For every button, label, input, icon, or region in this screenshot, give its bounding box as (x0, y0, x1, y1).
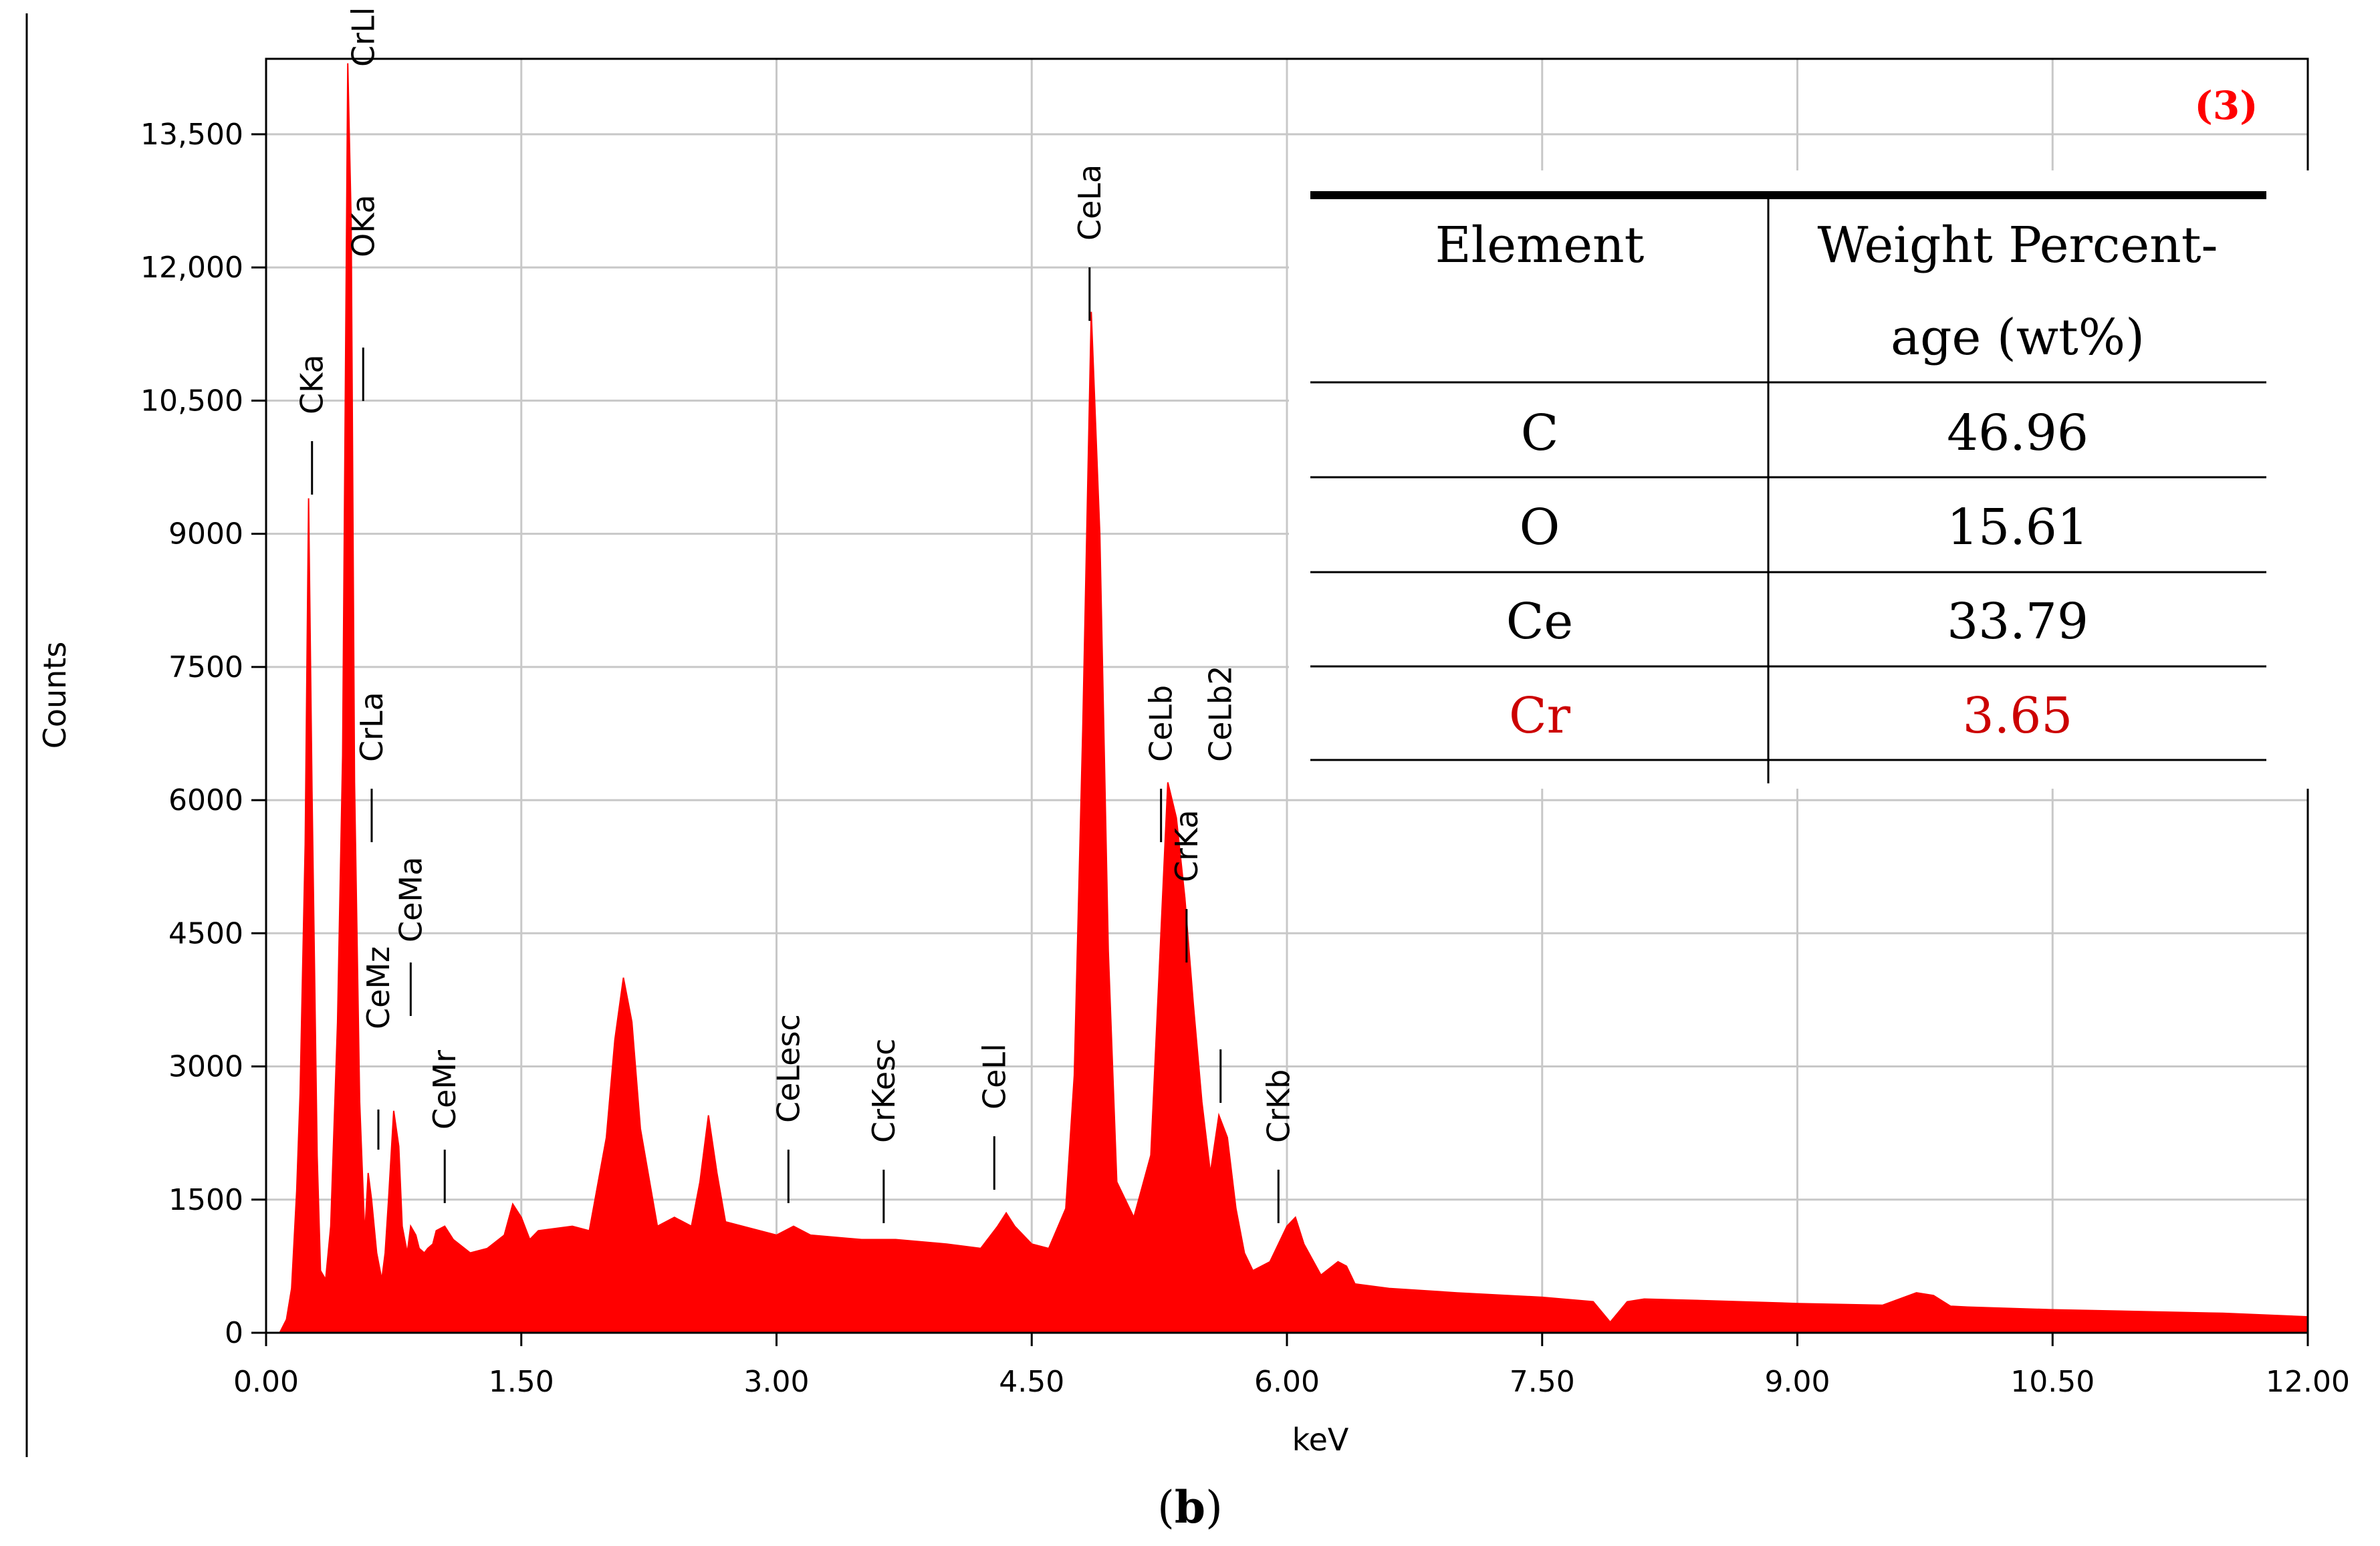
panel-tag: (3) (2194, 83, 2258, 128)
peak-label: CeLl (976, 1043, 1012, 1110)
x-tick-label: 12.00 (2266, 1365, 2350, 1399)
x-tick-label: 9.00 (1765, 1365, 1830, 1399)
row-element-highlight: Cr (1509, 687, 1571, 745)
row-element: Ce (1506, 593, 1573, 650)
x-axis-ticks: 0.00 1.50 3.00 4.50 6.00 7.50 9.00 10.50 12.00 (233, 1333, 2350, 1399)
y-axis-label: Counts (37, 642, 73, 749)
row-weight: 33.79 (1947, 593, 2089, 650)
x-tick-label: 10.50 (2010, 1365, 2095, 1399)
peak-label: CeLb2 (1203, 665, 1239, 762)
y-tick-label: 4500 (168, 916, 243, 950)
x-tick-label: 4.50 (999, 1365, 1064, 1399)
row-weight: 46.96 (1947, 404, 2089, 462)
caption-open: ( (1157, 1482, 1175, 1533)
svg-text:(b): (b) (1157, 1481, 1223, 1533)
y-tick-label: 6000 (168, 783, 243, 817)
peak-labels: CKa OKa CrLl CrLa CeMz CeMa CeMr CeLesc CrKesc Ce… (294, 7, 1296, 1223)
y-tick-label: 10,500 (140, 384, 243, 418)
peak-label: CrKesc (866, 1039, 902, 1143)
header-element: Element (1435, 217, 1645, 274)
y-tick-label: 7500 (168, 650, 243, 684)
x-tick-label: 3.00 (744, 1365, 810, 1399)
x-tick-label: 1.50 (489, 1365, 554, 1399)
caption-close: ) (1205, 1482, 1223, 1533)
x-tick-label: 6.00 (1254, 1365, 1320, 1399)
y-axis-ticks: 0 1500 3000 4500 6000 7500 9000 10,500 12,000 13,… (140, 118, 266, 1350)
x-axis-label: keV (1292, 1422, 1349, 1458)
peak-label: CeMz (360, 946, 396, 1029)
x-tick-label: 0.00 (233, 1365, 299, 1399)
row-element: C (1521, 404, 1559, 462)
y-tick-label: 3000 (168, 1050, 243, 1084)
table-background (1289, 170, 2312, 789)
y-tick-label: 0 (225, 1316, 243, 1350)
peak-label: CrLa (354, 692, 390, 762)
header-weight-line1: Weight Percent- (1817, 217, 2218, 274)
header-weight-line2: age (wt%) (1891, 309, 2145, 366)
composition-table: Element Weight Percent- age (wt%) C 46.9… (1289, 170, 2312, 789)
caption: (b) (1157, 1481, 1223, 1533)
row-weight: 15.61 (1947, 499, 2089, 556)
y-tick-label: 12,000 (140, 251, 243, 285)
peak-label: CrLl (345, 7, 381, 67)
peak-label: CrKa (1169, 809, 1205, 882)
y-tick-label: 13,500 (140, 118, 243, 152)
y-tick-label: 1500 (168, 1183, 243, 1217)
caption-letter: b (1175, 1481, 1205, 1533)
x-tick-label: 7.50 (1510, 1365, 1575, 1399)
peak-label: CKa (294, 354, 330, 414)
row-element: O (1520, 499, 1560, 556)
peak-label: CeLa (1072, 164, 1108, 241)
y-tick-label: 9000 (168, 517, 243, 551)
peak-label: CeLesc (770, 1014, 806, 1123)
peak-label: CeMa (392, 857, 429, 942)
peak-label: OKa (345, 195, 381, 257)
row-weight-highlight: 3.65 (1963, 687, 2073, 745)
peak-label: CrKb (1260, 1069, 1296, 1143)
peak-label: CeMr (427, 1050, 463, 1130)
spectrum-area (266, 63, 2308, 1333)
peak-label: CeLb (1143, 685, 1179, 762)
